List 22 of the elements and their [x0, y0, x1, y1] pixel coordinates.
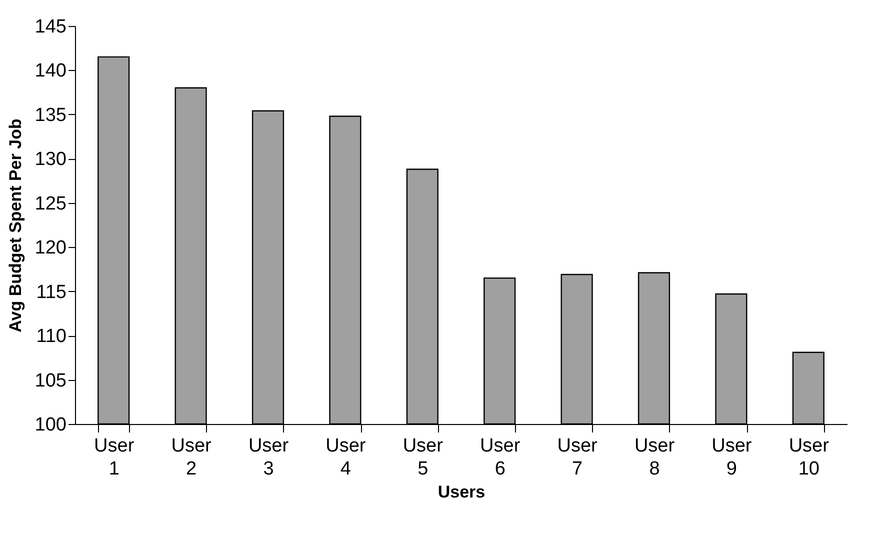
x-axis-title: Users [438, 482, 486, 502]
x-tick-label: User 7 [557, 436, 598, 480]
y-tick-label: 125 [34, 193, 66, 214]
y-tick-label: 115 [36, 282, 66, 303]
y-tick-label: 105 [34, 370, 66, 392]
y-tick-label: 145 [34, 16, 66, 38]
x-tick-label: User 5 [402, 436, 444, 480]
x-tick-label: User 6 [480, 436, 521, 480]
y-tick-label: 135 [34, 104, 66, 126]
x-tick-label: User 9 [712, 436, 752, 480]
x-tick-label: User 2 [171, 436, 212, 480]
x-tick-label: User 4 [326, 436, 366, 480]
y-tick-label: 130 [34, 149, 66, 170]
x-tick-label: User 10 [788, 436, 830, 480]
x-tick-label: User 3 [248, 436, 290, 480]
x-tick-label: User 8 [634, 436, 676, 480]
x-tick-label: User 1 [94, 436, 135, 480]
y-axis-title: Avg Budget Spent Per Job [6, 118, 25, 332]
y-tick-label: 100 [34, 414, 66, 436]
y-tick-label: 120 [34, 238, 66, 259]
y-tick-label: 140 [34, 60, 66, 82]
y-tick-label: 110 [36, 326, 66, 348]
